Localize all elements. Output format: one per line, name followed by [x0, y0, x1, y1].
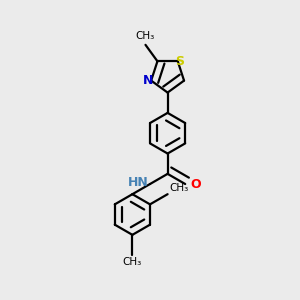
Text: CH₃: CH₃	[136, 31, 155, 41]
Text: O: O	[190, 178, 201, 190]
Text: CH₃: CH₃	[123, 256, 142, 267]
Text: N: N	[142, 74, 153, 87]
Text: CH₃: CH₃	[169, 183, 188, 193]
Text: HN: HN	[128, 176, 148, 189]
Text: S: S	[176, 55, 184, 68]
